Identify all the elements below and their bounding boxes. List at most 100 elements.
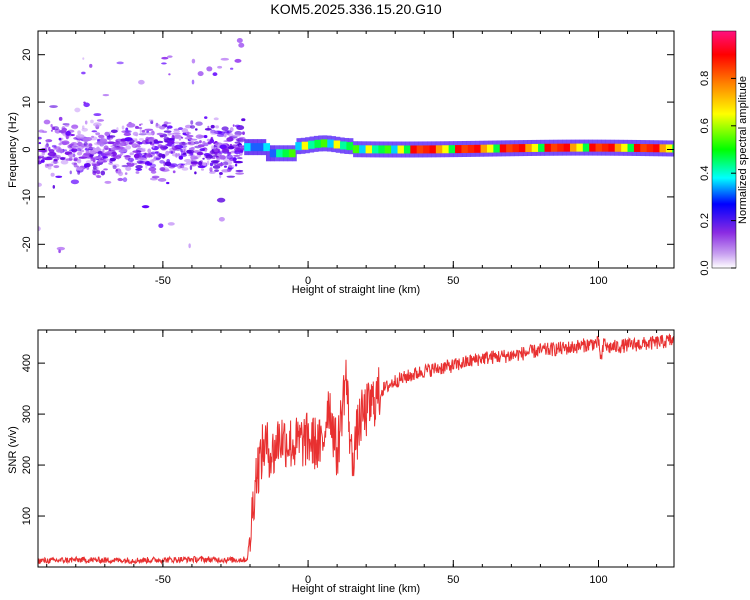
spectrogram-cell bbox=[153, 139, 158, 143]
spectrogram-cell bbox=[103, 168, 108, 171]
spectrogram-y-label: Frequency (Hz) bbox=[7, 112, 19, 188]
spectrogram-cell bbox=[123, 155, 132, 158]
spectrogram-cell bbox=[199, 140, 202, 144]
spectrogram-cell bbox=[106, 141, 116, 145]
spectrogram-cell bbox=[81, 125, 85, 130]
spectrogram-cell bbox=[78, 138, 82, 141]
spectrogram-cell bbox=[173, 141, 181, 144]
spectrogram-cell bbox=[186, 149, 195, 154]
spectrogram-cell bbox=[85, 150, 90, 154]
spectrogram-band-core bbox=[346, 142, 354, 151]
spectrogram-band-core bbox=[282, 149, 290, 158]
spectrogram-cell bbox=[194, 171, 197, 175]
spectrogram-cell bbox=[151, 175, 160, 179]
spectrogram-band-core bbox=[608, 143, 616, 152]
spectrogram-cell bbox=[49, 105, 58, 108]
spectrogram-cell bbox=[92, 156, 102, 160]
spectrogram-band-core bbox=[525, 144, 532, 153]
spectrogram-cell bbox=[195, 121, 203, 126]
spectrogram-cell bbox=[149, 159, 155, 164]
spectrogram-cell bbox=[161, 56, 169, 60]
spectrogram-cell bbox=[96, 141, 103, 145]
spectrogram-cell bbox=[64, 123, 70, 127]
spectrogram-cell bbox=[116, 61, 124, 65]
spectrogram-band-core bbox=[256, 143, 264, 152]
spectrogram-band-halo bbox=[265, 145, 271, 162]
spectrogram-cell bbox=[194, 128, 198, 131]
spectrogram-cell bbox=[156, 132, 164, 136]
spectrogram-cell bbox=[167, 132, 172, 136]
spectrogram-band-core bbox=[423, 145, 430, 154]
snr-series-line bbox=[38, 332, 674, 565]
spectrogram-band-core bbox=[614, 143, 622, 152]
spectrogram-cell bbox=[38, 182, 42, 187]
spectrogram-cell bbox=[157, 178, 167, 182]
spectrogram-cell bbox=[97, 150, 103, 155]
spectrogram-band-core bbox=[621, 143, 628, 152]
spectrogram-band-core bbox=[633, 143, 641, 152]
spectrogram-cell bbox=[236, 37, 243, 43]
spectrogram-band-core bbox=[416, 145, 424, 154]
spectrogram-band-core bbox=[359, 145, 366, 154]
x-tick-label: 50 bbox=[447, 275, 459, 287]
spectrogram-cell bbox=[236, 147, 245, 152]
spectrogram-cell bbox=[193, 141, 200, 145]
spectrogram-cell bbox=[227, 145, 235, 150]
spectrogram-cell bbox=[217, 65, 223, 69]
spectrogram-cell bbox=[181, 167, 189, 171]
spectrogram-cell bbox=[43, 119, 51, 125]
spectrogram-band-core bbox=[314, 139, 322, 148]
spectrogram-cell bbox=[96, 161, 99, 166]
spectrogram-cell bbox=[209, 162, 214, 167]
spectrogram-cell bbox=[218, 172, 223, 176]
spectrogram-cell bbox=[44, 163, 49, 168]
spectrogram-cell bbox=[226, 154, 233, 160]
spectrogram-cell bbox=[51, 160, 59, 164]
spectrogram-cell bbox=[109, 157, 117, 162]
spectrogram-cell bbox=[38, 129, 45, 133]
spectrogram-cell bbox=[103, 145, 109, 151]
spectrogram-cell bbox=[165, 150, 170, 156]
spectrogram-cell bbox=[206, 66, 213, 72]
spectrogram-cell bbox=[242, 131, 245, 135]
spectrogram-cell bbox=[93, 113, 102, 117]
spectrogram-band-core bbox=[589, 143, 596, 152]
spectrogram-band-core bbox=[455, 145, 462, 154]
spectrogram-cell bbox=[236, 157, 243, 160]
colorbar: 0.0 0.2 0.4 0.6 0.8 Normalized spectral ampl… bbox=[699, 30, 749, 276]
spectrogram-cell bbox=[47, 151, 57, 157]
spectrogram-band-core bbox=[531, 143, 539, 152]
spectrogram-cell bbox=[146, 132, 154, 136]
colorbar-tick-label: 0.2 bbox=[699, 213, 711, 228]
spectrogram-cell bbox=[60, 157, 66, 161]
spectrogram-cell bbox=[86, 147, 95, 150]
spectrogram-cell bbox=[89, 63, 93, 68]
spectrogram-band-core bbox=[582, 143, 590, 152]
x-tick-label: 50 bbox=[447, 574, 459, 586]
spectrogram-marks bbox=[38, 37, 674, 254]
spectrogram-cell bbox=[210, 160, 220, 163]
spectrogram-cell bbox=[129, 139, 135, 143]
spectrogram-cell bbox=[182, 152, 187, 155]
spectrogram-cell bbox=[188, 138, 198, 141]
spectrogram-cell bbox=[82, 57, 85, 60]
spectrogram-cell bbox=[187, 141, 196, 146]
spectrogram-cell bbox=[144, 154, 152, 158]
spectrogram-cell bbox=[223, 165, 228, 168]
spectrogram-cell bbox=[117, 156, 120, 160]
spectrogram-band-core bbox=[512, 144, 520, 153]
spectrogram-cell bbox=[135, 164, 143, 169]
spectrogram-cell bbox=[115, 138, 124, 143]
spectrogram-cell bbox=[48, 149, 55, 153]
colorbar-tick-label: 0.0 bbox=[699, 260, 711, 275]
y-tick-label: 10 bbox=[21, 96, 33, 108]
spectrogram-cell bbox=[224, 130, 232, 134]
spectrogram-cell bbox=[159, 145, 168, 151]
spectrogram-cell bbox=[206, 157, 211, 161]
spectrogram-cell bbox=[82, 137, 90, 143]
spectrogram-cell bbox=[127, 162, 135, 167]
spectrogram-cell bbox=[159, 125, 166, 130]
spectrogram-cell bbox=[50, 129, 53, 132]
spectrogram-cell bbox=[181, 128, 189, 133]
spectrogram-cell bbox=[38, 142, 42, 145]
